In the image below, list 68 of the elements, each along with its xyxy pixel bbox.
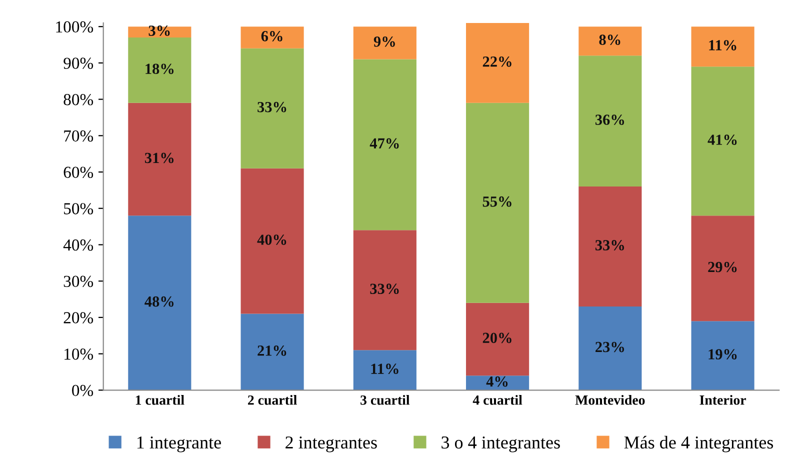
- bar: [578, 56, 642, 187]
- bar: [128, 26, 192, 38]
- data-label: 22%: [482, 56, 512, 67]
- bar: [691, 321, 754, 390]
- data-label: 19%: [708, 349, 737, 360]
- legend-label: 1 integrante: [137, 436, 221, 452]
- x-tick-label: 4 cuartil: [472, 395, 522, 405]
- x-tick-label: Interior: [700, 395, 746, 405]
- bar: [128, 102, 192, 216]
- data-label: 47%: [370, 138, 399, 149]
- y-tick-label: 30%: [64, 276, 94, 288]
- y-tick-label: 40%: [63, 239, 94, 251]
- legend-label: 2 integrantes: [286, 436, 377, 452]
- data-label: 3%: [148, 26, 170, 36]
- bar: [128, 216, 192, 390]
- bar: [240, 314, 304, 390]
- bar: [691, 66, 754, 216]
- x-tick-label: 2 cuartil: [248, 395, 297, 405]
- bar: [466, 22, 530, 103]
- bar: [353, 230, 416, 350]
- data-label: 11%: [371, 364, 398, 374]
- data-label: 40%: [257, 234, 286, 245]
- data-label: 31%: [144, 152, 174, 164]
- bar: [240, 48, 304, 168]
- data-label: 55%: [482, 196, 512, 207]
- data-label: 33%: [258, 102, 286, 112]
- data-label: 29%: [708, 262, 737, 272]
- x-tick-label: 3 cuartil: [360, 395, 410, 405]
- x-tick-label: Montevideo: [575, 395, 645, 405]
- y-tick-label: 0%: [72, 384, 94, 396]
- x-tick-label: 1 cuartil: [136, 395, 184, 405]
- data-label: 18%: [146, 64, 174, 74]
- bar: [240, 26, 304, 48]
- legend-label: Más de 4 integrantes: [624, 436, 774, 452]
- data-label: 23%: [596, 342, 624, 352]
- bar: [466, 302, 530, 376]
- data-label: 4%: [486, 376, 508, 387]
- data-label: 8%: [599, 34, 620, 46]
- data-label: 20%: [482, 332, 512, 344]
- bar: [353, 59, 416, 230]
- data-label: 36%: [595, 114, 624, 125]
- bar: [578, 306, 642, 390]
- y-tick-label: 100%: [56, 21, 94, 33]
- y-tick-label: 10%: [64, 348, 94, 360]
- data-label: 41%: [708, 134, 737, 145]
- data-label: 33%: [370, 284, 399, 294]
- bar: [578, 26, 642, 56]
- bar: [128, 37, 192, 103]
- data-label: 21%: [258, 345, 286, 356]
- y-tick-label: 90%: [64, 58, 94, 69]
- y-tick-label: 60%: [64, 166, 94, 178]
- bar: [578, 186, 642, 307]
- data-label: 9%: [374, 36, 395, 47]
- bar: [466, 102, 530, 303]
- data-label: 11%: [709, 40, 736, 50]
- bar: [691, 216, 754, 322]
- bar: [240, 168, 304, 314]
- y-tick-label: 50%: [64, 203, 94, 214]
- bar: [691, 26, 754, 67]
- y-tick-label: 70%: [64, 130, 94, 142]
- bar: [353, 26, 416, 60]
- bar: [353, 350, 416, 390]
- y-tick-label: 80%: [64, 94, 94, 106]
- data-label: 48%: [144, 296, 174, 307]
- data-label: 33%: [595, 240, 624, 250]
- y-tick-label: 20%: [64, 312, 94, 324]
- data-label: 6%: [261, 31, 282, 42]
- legend-label: 3 o 4 integrantes: [442, 436, 560, 452]
